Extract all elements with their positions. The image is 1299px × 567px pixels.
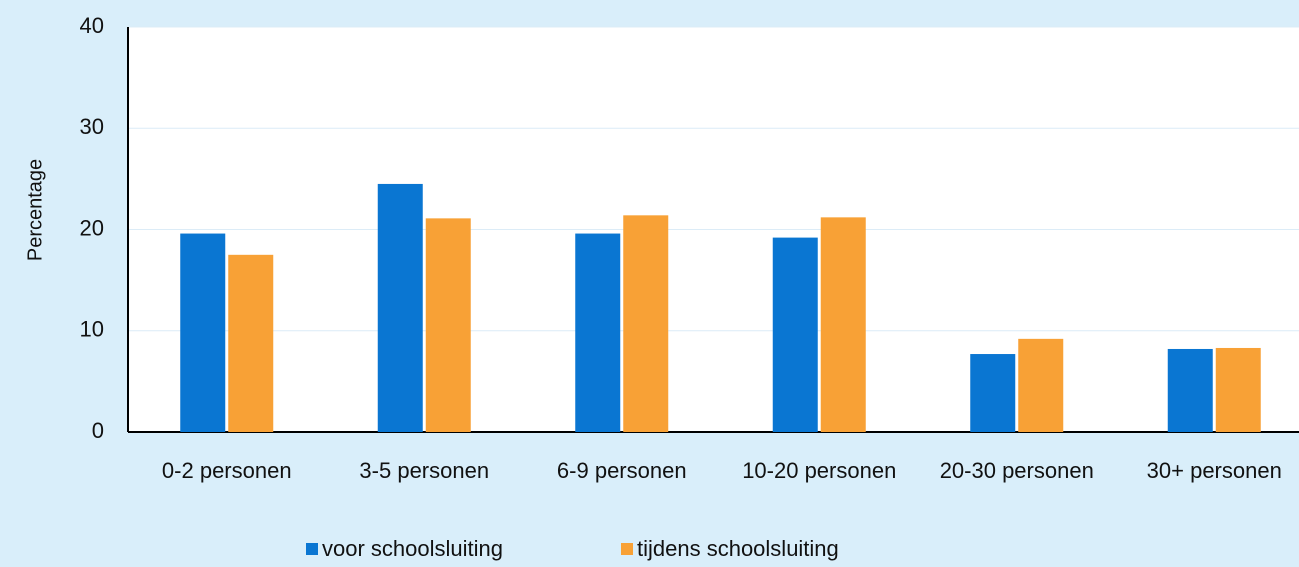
legend-swatch	[621, 543, 633, 555]
y-tick-label: 20	[80, 215, 104, 240]
bar	[970, 354, 1016, 432]
x-tick-label: 10-20 personen	[742, 458, 896, 483]
x-tick-label: 6-9 personen	[557, 458, 687, 483]
bar	[425, 218, 471, 432]
bar	[623, 215, 669, 432]
bar	[772, 237, 818, 432]
bar	[377, 183, 423, 432]
y-tick-label: 10	[80, 317, 104, 342]
bar	[1215, 347, 1261, 432]
y-tick-label: 40	[80, 13, 104, 38]
y-axis-title: Percentage	[24, 159, 46, 261]
bar	[575, 233, 621, 432]
x-tick-label: 20-30 personen	[940, 458, 1094, 483]
legend-label: tijdens schoolsluiting	[637, 536, 839, 561]
legend-swatch	[306, 543, 318, 555]
y-tick-label: 0	[92, 418, 104, 443]
x-tick-label: 0-2 personen	[162, 458, 292, 483]
bar	[1018, 338, 1064, 432]
bar	[820, 217, 866, 432]
x-tick-label: 30+ personen	[1147, 458, 1282, 483]
legend-label: voor schoolsluiting	[322, 536, 503, 561]
bar	[228, 254, 274, 432]
x-tick-label: 3-5 personen	[359, 458, 489, 483]
bar	[1167, 348, 1213, 432]
y-tick-label: 30	[80, 114, 104, 139]
bar	[180, 233, 226, 432]
